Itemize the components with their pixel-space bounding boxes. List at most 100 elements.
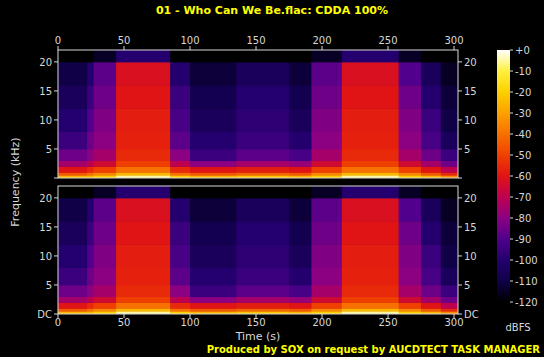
cell xyxy=(116,302,171,308)
cell xyxy=(190,244,237,268)
cell xyxy=(421,221,441,245)
colorbar-tick-label: -40 xyxy=(515,129,531,140)
cell xyxy=(289,268,312,286)
y-tick xyxy=(54,197,58,198)
cell xyxy=(116,62,171,86)
cell xyxy=(421,166,441,172)
cell xyxy=(399,268,422,286)
cell xyxy=(58,132,88,150)
cell xyxy=(421,285,441,297)
cell xyxy=(311,186,342,198)
cell xyxy=(289,186,312,198)
x-tick xyxy=(256,46,257,50)
cell xyxy=(421,62,441,86)
cell xyxy=(87,186,94,198)
cell xyxy=(441,302,458,308)
y-tick-label: DC xyxy=(37,309,52,320)
x-tick xyxy=(124,46,125,50)
cell xyxy=(311,198,342,222)
y-tick xyxy=(458,197,462,198)
cell xyxy=(421,108,441,132)
cell xyxy=(311,161,342,167)
y-tick-label: 10 xyxy=(39,115,52,126)
cell xyxy=(289,244,312,268)
cell xyxy=(342,285,399,297)
y-tick xyxy=(54,284,58,285)
cell xyxy=(190,297,237,303)
x-tick-label: 50 xyxy=(118,317,131,328)
cell xyxy=(236,244,289,268)
colorbar-tick xyxy=(510,134,513,135)
colorbar-tick xyxy=(510,218,513,219)
cell xyxy=(170,268,190,286)
cell xyxy=(190,268,237,286)
cell xyxy=(289,166,312,172)
cell xyxy=(399,285,422,297)
cell xyxy=(94,285,117,297)
y-tick xyxy=(458,226,462,227)
cell xyxy=(289,108,312,132)
cell xyxy=(170,161,190,167)
cell xyxy=(441,132,458,150)
cell xyxy=(236,62,289,86)
cell xyxy=(190,166,237,172)
colorbar-tick xyxy=(510,92,513,93)
cells xyxy=(58,186,458,314)
cell xyxy=(170,172,190,175)
colorbar-tick xyxy=(510,50,513,51)
x-tick xyxy=(388,46,389,50)
y-tick-label: 5 xyxy=(46,144,52,155)
cell xyxy=(190,285,237,297)
y-tick xyxy=(54,226,58,227)
cell xyxy=(116,108,171,132)
cell xyxy=(441,62,458,86)
cell xyxy=(94,149,117,161)
cell xyxy=(190,161,237,167)
cell xyxy=(190,221,237,245)
cell xyxy=(399,85,422,109)
cell xyxy=(311,149,342,161)
cell xyxy=(87,85,94,109)
cell xyxy=(311,50,342,62)
cell xyxy=(289,198,312,222)
cell xyxy=(236,108,289,132)
cell xyxy=(116,172,171,175)
cell xyxy=(94,302,117,308)
cell xyxy=(116,166,171,172)
cell xyxy=(94,221,117,245)
x-tick-label: 50 xyxy=(118,35,131,46)
cell xyxy=(94,308,117,311)
cell xyxy=(87,50,94,62)
y-tick-label: 20 xyxy=(464,193,477,204)
cell xyxy=(236,285,289,297)
cell xyxy=(342,244,399,268)
cell xyxy=(190,50,237,62)
cell xyxy=(311,308,342,311)
cell xyxy=(170,285,190,297)
y-tick xyxy=(458,178,462,179)
cell xyxy=(342,108,399,132)
cell xyxy=(399,149,422,161)
cell xyxy=(87,308,94,311)
cell xyxy=(87,221,94,245)
cell xyxy=(311,132,342,150)
cell xyxy=(87,161,94,167)
colorbar-tick-label: -90 xyxy=(515,234,531,245)
cell xyxy=(399,302,422,308)
x-tick-label: 300 xyxy=(444,35,463,46)
cell xyxy=(311,166,342,172)
subtitle: Produced by SOX on request by AUCDTECT T… xyxy=(207,344,541,355)
cell xyxy=(170,186,190,198)
cell xyxy=(342,172,399,175)
cell xyxy=(311,108,342,132)
cell xyxy=(311,268,342,286)
cell xyxy=(58,221,88,245)
cell xyxy=(342,50,399,62)
cell xyxy=(441,244,458,268)
cell xyxy=(190,308,237,311)
cell xyxy=(87,62,94,86)
y-tick-label: 5 xyxy=(464,280,470,291)
cell xyxy=(311,172,342,175)
cell xyxy=(58,268,88,286)
y-tick xyxy=(54,255,58,256)
